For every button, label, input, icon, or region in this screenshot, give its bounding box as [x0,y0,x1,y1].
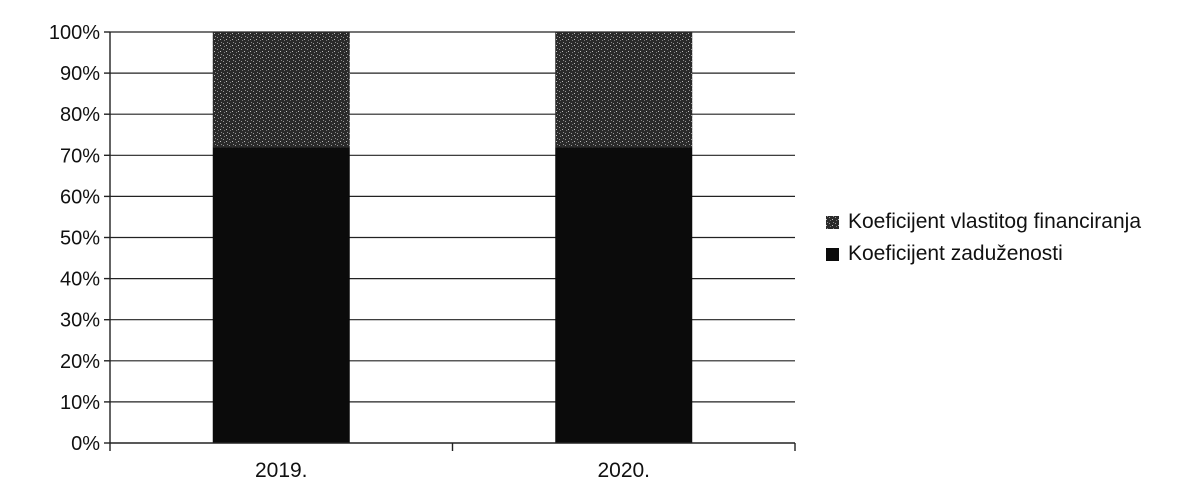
y-tick-label: 90% [60,63,100,85]
axes [104,31,796,451]
legend: Koeficijent vlastitog financiranja Koefic… [826,210,1141,265]
bar-koeficijent-vlastitog-financiranja-0 [212,32,350,148]
y-tick-label: 70% [60,145,100,167]
y-tick-label: 60% [60,186,100,208]
x-tick-label: 2019. [255,459,308,482]
legend-swatch [826,216,839,229]
legend-label: Koeficijent zaduženosti [848,242,1063,265]
bar-koeficijent-zaduzenosti-1 [555,147,693,443]
legend-swatch [826,248,839,261]
y-tick-label: 80% [60,104,100,126]
y-tick-label: 20% [60,351,100,373]
y-tick-label: 30% [60,310,100,332]
bar-koeficijent-vlastitog-financiranja-1 [555,32,693,148]
y-tick-label: 10% [60,392,100,414]
y-tick-label: 0% [71,433,100,455]
legend-label: Koeficijent vlastitog financiranja [848,210,1141,233]
bar-koeficijent-zaduzenosti-0 [212,147,350,443]
bars [212,32,693,443]
y-tick-labels: 0% 10% 20% 30% 40% 50% 60% 70% 80% 90% 100% [49,22,100,455]
y-tick-label: 100% [49,22,100,44]
y-tick-label: 50% [60,228,100,250]
x-tick-labels: 2019. 2020. [255,459,650,482]
x-tick-label: 2020. [597,459,650,482]
y-tick-label: 40% [60,269,100,291]
